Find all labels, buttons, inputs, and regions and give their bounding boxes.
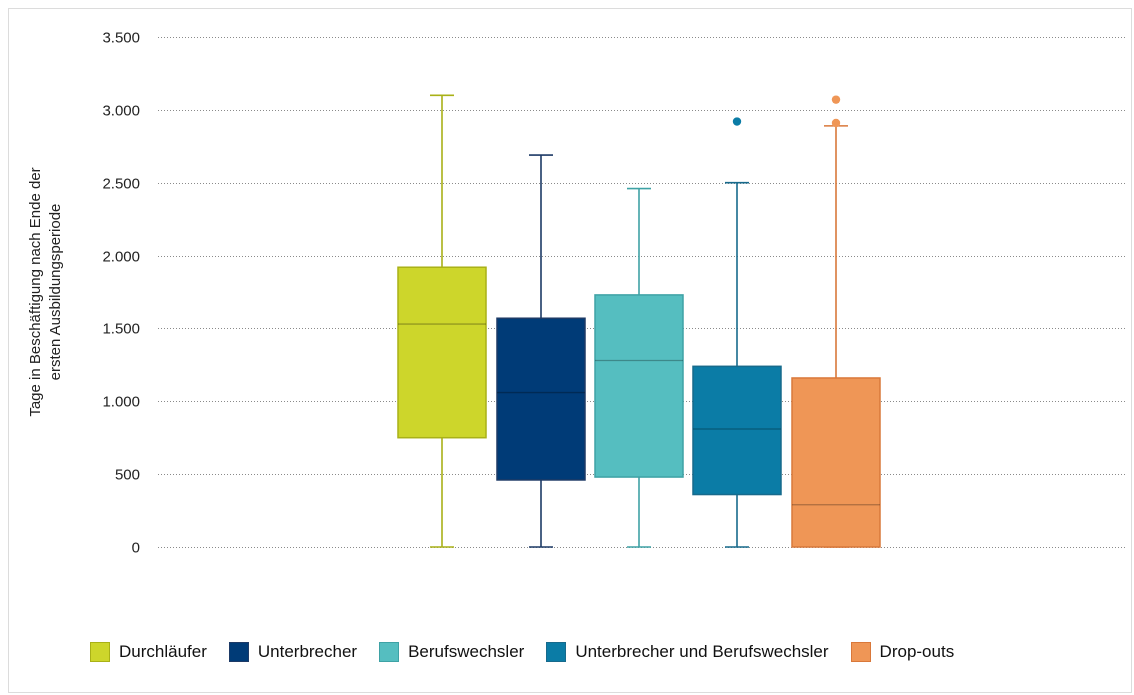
y-axis-ticks: 0 500 1.000 1.500 2.000 2.500 3.000 3.500 bbox=[102, 30, 140, 557]
legend-item: Durchläufer bbox=[90, 642, 207, 662]
grid-lines bbox=[158, 37, 1127, 548]
y-tick-label: 2.000 bbox=[102, 249, 140, 266]
boxplot-chart: 0 500 1.000 1.500 2.000 2.500 3.000 3.500 Tage … bbox=[27, 30, 1127, 557]
legend: Durchläufer Unterbrecher Berufswechsler Unt… bbox=[90, 642, 976, 662]
y-tick-label: 3.000 bbox=[102, 103, 140, 120]
y-tick-label: 1.500 bbox=[102, 321, 140, 338]
legend-swatch bbox=[228, 642, 249, 662]
y-tick-label: 1.000 bbox=[102, 394, 140, 411]
legend-item: Berufswechsler bbox=[379, 642, 524, 662]
legend-label: Berufswechsler bbox=[408, 642, 525, 661]
y-tick-label: 2.500 bbox=[102, 176, 140, 193]
box-5 bbox=[791, 95, 881, 548]
legend-label: Unterbrecher und Berufswechsler bbox=[575, 642, 829, 661]
box-series bbox=[397, 94, 881, 548]
legend-swatch bbox=[546, 642, 567, 662]
box-2 bbox=[496, 154, 586, 548]
iqr-box bbox=[496, 317, 586, 481]
iqr-box bbox=[594, 294, 684, 478]
y-axis-label-line1: Tage in Beschäftigung nach Ende der bbox=[27, 167, 44, 416]
y-tick-label: 0 bbox=[132, 540, 140, 557]
legend-item: Unterbrecher und Berufswechsler bbox=[546, 642, 829, 662]
outlier-point bbox=[732, 117, 742, 126]
legend-swatch bbox=[379, 642, 400, 662]
y-tick-label: 3.500 bbox=[102, 30, 140, 47]
box-1 bbox=[397, 94, 487, 548]
box-4 bbox=[692, 117, 782, 548]
y-tick-label: 500 bbox=[115, 467, 140, 484]
outlier-point bbox=[831, 95, 841, 104]
legend-swatch bbox=[90, 642, 110, 662]
box-3 bbox=[594, 187, 684, 548]
iqr-box bbox=[692, 365, 782, 496]
legend-label: Durchläufer bbox=[119, 642, 207, 661]
legend-item: Drop-outs bbox=[850, 642, 955, 662]
legend-label: Unterbrecher bbox=[257, 642, 358, 661]
iqr-box bbox=[791, 377, 881, 548]
y-axis-label-line2: ersten Ausbildungsperiode bbox=[47, 204, 64, 381]
outlier-point bbox=[831, 118, 841, 128]
legend-swatch bbox=[850, 642, 871, 662]
iqr-box bbox=[397, 266, 487, 439]
legend-label: Drop-outs bbox=[879, 642, 955, 661]
legend-item: Unterbrecher bbox=[228, 642, 358, 662]
